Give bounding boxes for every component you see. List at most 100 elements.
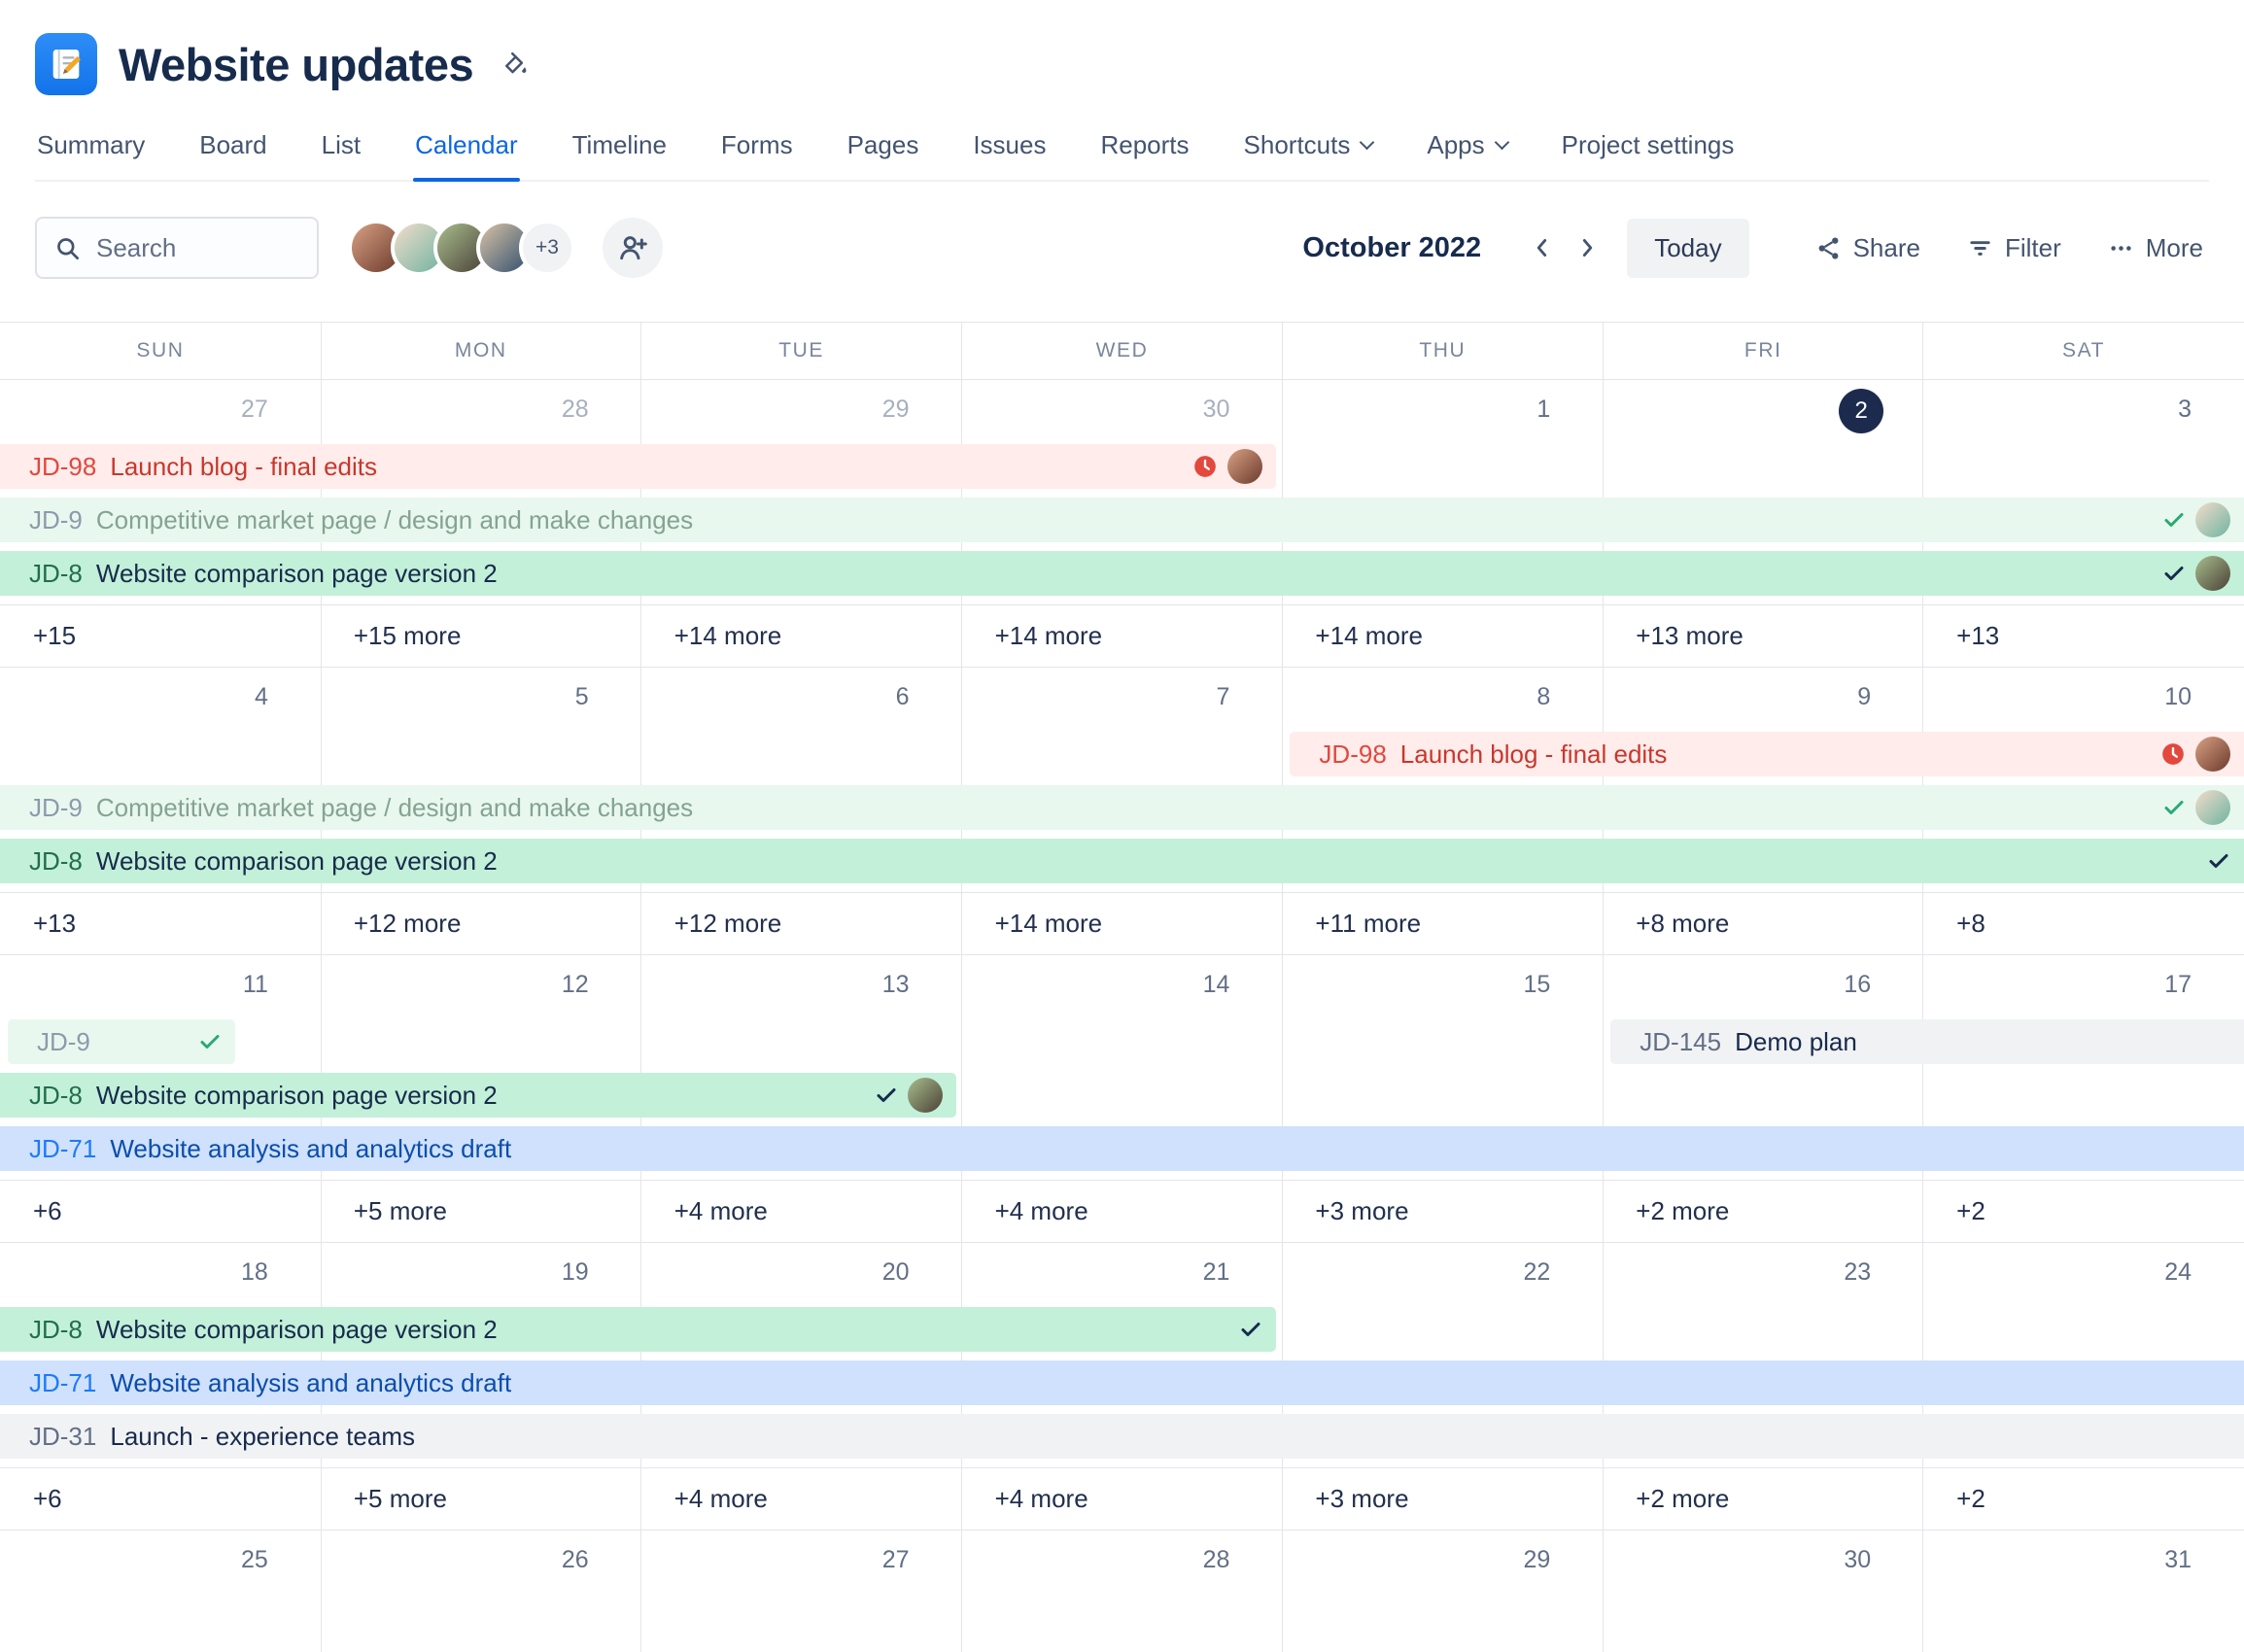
event-bar[interactable]: JD-9 Competitive market page / design an… [0,785,2244,830]
more-events-link[interactable]: +13 [33,909,77,938]
more-events-link[interactable]: +13 more [1636,621,1743,650]
more-events-link[interactable]: +15 more [353,621,462,650]
day-cell[interactable]: 15 [1282,955,1603,1019]
day-cell[interactable]: 13 [641,955,962,1019]
day-cell[interactable]: 28 [962,1531,1283,1595]
search-box[interactable] [35,217,319,279]
day-cell-today[interactable]: 2 [1603,380,1923,444]
more-events-link[interactable]: +14 more [994,621,1103,650]
more-events-link[interactable]: +11 more [1315,909,1422,938]
tab-pages[interactable]: Pages [846,130,919,159]
tab-timeline[interactable]: Timeline [571,130,667,159]
tab-shortcuts[interactable]: Shortcuts [1242,130,1375,180]
day-cell[interactable]: 26 [321,1531,641,1595]
share-button[interactable]: Share [1810,232,1926,264]
more-events-link[interactable]: +3 more [1315,1484,1409,1513]
day-cell[interactable]: 30 [1603,1531,1923,1595]
more-events-link[interactable]: +8 [1956,909,1985,938]
more-events-link[interactable]: +2 [1956,1484,1985,1513]
event-bar[interactable]: JD-71 Website analysis and analytics dra… [0,1126,2244,1171]
day-cell[interactable]: 14 [962,955,1283,1019]
day-cell[interactable]: 12 [321,955,641,1019]
day-cell[interactable]: 20 [641,1243,962,1307]
tab-reports[interactable]: Reports [1100,130,1190,159]
more-events-link[interactable]: +14 more [994,909,1103,938]
day-cell[interactable]: 25 [0,1531,321,1595]
day-cell[interactable]: 8 [1282,668,1603,732]
more-events-link[interactable]: +4 more [994,1196,1088,1225]
tab-issues[interactable]: Issues [973,130,1047,159]
more-events-link[interactable]: +4 more [994,1484,1088,1513]
event-bar[interactable]: JD-8 Website comparison page version 2 [0,551,2244,596]
day-cell[interactable]: 10 [1923,668,2244,732]
day-cell[interactable]: 23 [1603,1243,1923,1307]
day-cell[interactable]: 16 [1603,955,1923,1019]
day-cell[interactable]: 22 [1282,1243,1603,1307]
day-cell[interactable]: 11 [0,955,321,1019]
event-bar[interactable]: JD-71 Website analysis and analytics dra… [0,1360,2244,1405]
tab-project-settings[interactable]: Project settings [1561,130,1735,159]
more-events-link[interactable]: +8 more [1636,909,1730,938]
avatar-overflow[interactable]: +3 [519,220,575,276]
more-events-link[interactable]: +14 more [1315,621,1423,650]
day-cell[interactable]: 29 [641,380,962,444]
day-number: 13 [881,971,910,998]
event-bar[interactable]: JD-145 Demo plan [1610,1019,2244,1064]
more-events-link[interactable]: +12 more [353,909,462,938]
event-bar[interactable]: JD-31 Launch - experience teams [0,1414,2244,1459]
day-cell[interactable]: 18 [0,1243,321,1307]
day-cell[interactable]: 27 [641,1531,962,1595]
day-cell[interactable]: 31 [1923,1531,2244,1595]
tab-summary[interactable]: Summary [37,130,146,159]
search-input[interactable] [94,231,279,264]
day-cell[interactable]: 29 [1282,1531,1603,1595]
more-events-link[interactable]: +5 more [353,1484,447,1513]
day-cell[interactable]: 4 [0,668,321,732]
event-bar[interactable]: JD-8 Website comparison page version 2 [0,839,2244,883]
more-events-link[interactable]: +2 more [1636,1484,1730,1513]
day-cell[interactable]: 19 [321,1243,641,1307]
day-cell[interactable]: 27 [0,380,321,444]
event-bar[interactable]: JD-8 Website comparison page version 2 [0,1307,1277,1352]
previous-month-button[interactable] [1520,227,1565,268]
day-cell[interactable]: 24 [1923,1243,2244,1307]
event-bar[interactable]: JD-98 Launch blog - final edits [1290,732,2244,776]
add-people-button[interactable] [603,218,663,278]
tab-apps[interactable]: Apps [1425,130,1509,180]
more-button[interactable]: More [2102,232,2209,264]
more-events-link[interactable]: +2 [1956,1196,1985,1225]
more-events-link[interactable]: +6 [33,1196,62,1225]
more-events-link[interactable]: +4 more [673,1196,768,1225]
more-events-link[interactable]: +4 more [673,1484,768,1513]
day-cell[interactable]: 17 [1923,955,2244,1019]
next-month-button[interactable] [1565,227,1609,268]
day-cell[interactable]: 1 [1282,380,1603,444]
day-cell[interactable]: 28 [321,380,641,444]
day-cell[interactable]: 30 [962,380,1283,444]
more-events-link[interactable]: +14 more [673,621,782,650]
event-bar[interactable]: JD-98 Launch blog - final edits [0,444,1277,489]
more-events-link[interactable]: +2 more [1636,1196,1730,1225]
more-events-link[interactable]: +6 [33,1484,62,1513]
more-events-link[interactable]: +15 [33,621,77,650]
day-cell[interactable]: 21 [962,1243,1283,1307]
day-cell[interactable]: 7 [962,668,1283,732]
more-events-link[interactable]: +12 more [673,909,782,938]
tab-calendar[interactable]: Calendar [413,130,520,182]
tab-list[interactable]: List [321,130,362,159]
more-events-link[interactable]: +3 more [1315,1196,1409,1225]
event-bar[interactable]: JD-8 Website comparison page version 2 [0,1073,956,1118]
day-cell[interactable]: 3 [1923,380,2244,444]
day-cell[interactable]: 5 [321,668,641,732]
event-bar[interactable]: JD-9 Competitive market page / design an… [0,498,2244,542]
more-events-link[interactable]: +5 more [353,1196,447,1225]
day-cell[interactable]: 9 [1603,668,1923,732]
tab-forms[interactable]: Forms [720,130,793,159]
tab-board[interactable]: Board [199,130,267,159]
event-bar[interactable]: JD-9 [8,1019,235,1064]
filter-button[interactable]: Filter [1961,232,2067,264]
day-cell[interactable]: 6 [641,668,962,732]
more-events-link[interactable]: +13 [1956,621,2000,650]
today-button[interactable]: Today [1627,218,1749,278]
paint-icon[interactable] [495,44,535,85]
